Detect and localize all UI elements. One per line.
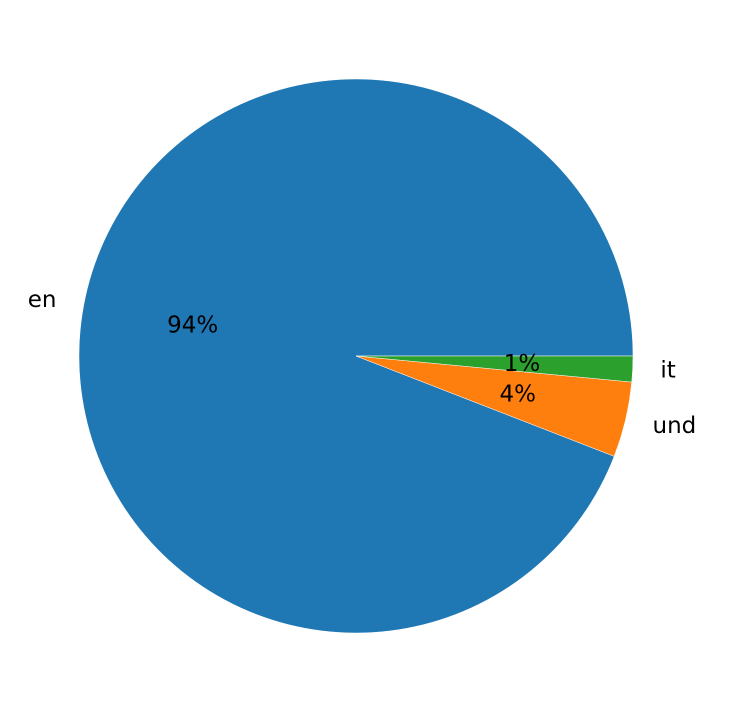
pie-slice-it: [355, 355, 634, 383]
slice-label-it: it: [660, 357, 675, 383]
pct-label-und: 4%: [499, 381, 536, 407]
slice-label-en: en: [28, 287, 57, 313]
pct-label-it: 1%: [504, 351, 541, 377]
pct-label-en: 94%: [167, 312, 218, 338]
slice-label-und: und: [653, 413, 697, 439]
